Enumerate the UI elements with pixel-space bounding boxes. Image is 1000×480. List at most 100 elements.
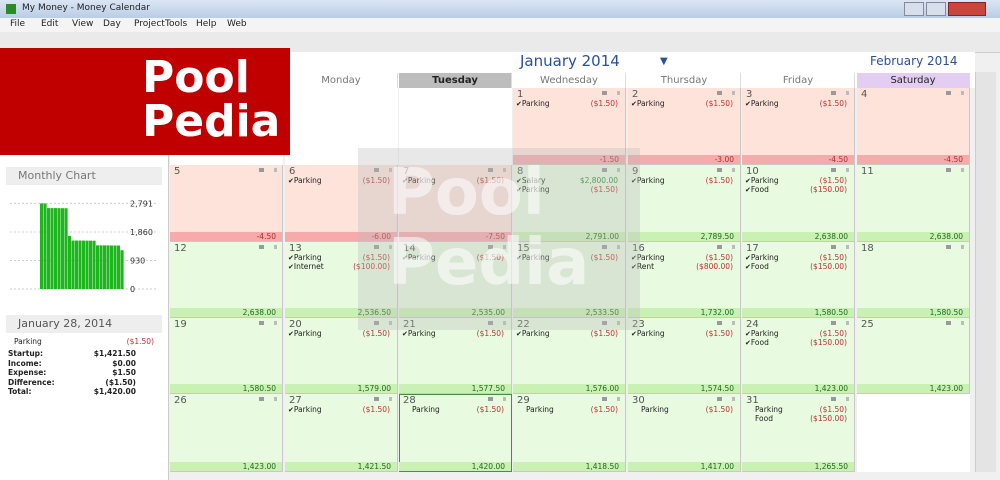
day-cell[interactable]: 4 -4.50 — [857, 88, 970, 165]
chart-bar — [78, 240, 82, 289]
entry-amount: ($1.50) — [705, 405, 733, 414]
day-number: 17 — [746, 243, 759, 254]
day-cell[interactable]: 10 ✔Parking ($1.50) ✔Food ($150.00) 2,638.00 — [742, 165, 855, 242]
day-cell[interactable]: 7 ✔Parking ($1.50) -7.50 — [399, 165, 512, 242]
weekday-header: Saturday — [857, 73, 970, 88]
entry: ✔Parking ($1.50) — [402, 176, 508, 186]
empty-cell — [399, 88, 512, 165]
selected-date: January 28, 2014 — [6, 315, 162, 333]
day-cell[interactable]: 23 ✔Parking ($1.50) 1,574.50 — [628, 318, 741, 394]
menu-item[interactable]: Project — [134, 19, 165, 29]
menu-item[interactable]: View — [72, 19, 94, 29]
day-cell[interactable]: 5 -4.50 — [170, 165, 283, 242]
day-number: 6 — [289, 166, 296, 177]
day-number: 20 — [289, 319, 302, 330]
day-cell[interactable]: 2 ✔Parking ($1.50) -3.00 — [628, 88, 741, 165]
chart-title: Monthly Chart — [6, 167, 162, 185]
day-cell[interactable]: 22 ✔Parking ($1.50) 1,576.00 — [513, 318, 626, 394]
next-month[interactable]: February 2014 — [870, 54, 958, 68]
minimize[interactable] — [904, 2, 924, 16]
chart-bar — [40, 203, 44, 289]
entry-name: Parking — [750, 99, 779, 108]
check-mark: ✔ — [745, 254, 751, 262]
entry-name: Parking — [521, 99, 550, 108]
day-cell[interactable]: 17 ✔Parking ($1.50) ✔Food ($150.00) 1,580.50 — [742, 242, 855, 318]
day-cell[interactable]: 28 Parking ($1.50) 1,420.00 — [399, 394, 512, 472]
logo-line: Pedia — [142, 96, 281, 147]
check-mark: ✔ — [516, 254, 522, 262]
day-cell[interactable]: 25 1,423.00 — [857, 318, 970, 394]
watermark-line: Pedia — [388, 226, 590, 300]
close[interactable] — [948, 2, 986, 16]
day-cell[interactable]: 30 Parking ($1.50) 1,417.00 — [628, 394, 741, 472]
balance: 2,789.50 — [628, 232, 740, 241]
day-number: 28 — [403, 395, 416, 406]
day-cell[interactable]: 20 ✔Parking ($1.50) 1,579.00 — [285, 318, 398, 394]
cell-icons — [831, 91, 849, 95]
menu-item[interactable]: Web — [227, 19, 247, 29]
maximize[interactable] — [926, 2, 946, 16]
day-number: 27 — [289, 395, 302, 406]
day-cell[interactable]: 6 ✔Parking ($1.50) -6.00 — [285, 165, 398, 242]
logo-line: Pool — [142, 52, 250, 103]
menu-item[interactable]: Help — [196, 19, 217, 29]
day-number: 10 — [746, 166, 759, 177]
day-cell[interactable]: 29 Parking ($1.50) 1,418.50 — [513, 394, 626, 472]
day-cell[interactable]: 15 ✔Parking ($1.50) 2,533.50 — [513, 242, 626, 318]
window-title: My Money - Money Calendar — [22, 3, 150, 13]
day-cell[interactable]: 1 ✔Parking ($1.50) -1.50 — [513, 88, 626, 165]
logo: Pool Pedia — [0, 48, 290, 155]
day-number: 26 — [174, 395, 187, 406]
cell-icons — [374, 245, 392, 249]
entry-amount: ($1.50) — [476, 329, 504, 338]
summary-label: Income: — [8, 358, 42, 368]
y-tick-label: 2,791 — [130, 199, 153, 208]
day-number: 24 — [746, 319, 759, 330]
day-cell[interactable]: 14 ✔Parking ($1.50) 2,535.00 — [399, 242, 512, 318]
day-number: 16 — [632, 243, 645, 254]
chart-bar — [54, 208, 58, 289]
check-mark: ✔ — [745, 330, 751, 338]
summary-value: $1,420.00 — [93, 387, 136, 396]
menu-item[interactable]: Edit — [41, 19, 59, 29]
balance: 2,638.00 — [170, 308, 282, 317]
day-cell[interactable]: 16 ✔Parking ($1.50) ✔Rent ($800.00) 1,732.00 — [628, 242, 741, 318]
entry-amount: ($1.50) — [476, 253, 504, 262]
day-cell[interactable]: 11 2,638.00 — [857, 165, 970, 242]
day-cell[interactable]: 3 ✔Parking ($1.50) -4.50 — [742, 88, 855, 165]
entry-amount: ($1.50) — [705, 329, 733, 338]
entry-name: Parking — [636, 99, 665, 108]
day-number: 2 — [632, 89, 639, 100]
day-cell[interactable]: 9 ✔Parking ($1.50) 2,789.50 — [628, 165, 741, 242]
entry: Parking ($1.50) — [402, 405, 508, 415]
day-cell[interactable]: 13 ✔Parking ($1.50) ✔Internet ($100.00) 2,536… — [285, 242, 398, 318]
day-cell[interactable]: 24 ✔Parking ($1.50) ✔Food ($150.00) 1,423.00 — [742, 318, 855, 394]
menu-item[interactable]: Day — [103, 19, 121, 29]
entry-amount: ($150.00) — [810, 414, 847, 423]
menu-item[interactable]: Tools — [165, 19, 188, 29]
day-number: 23 — [632, 319, 645, 330]
month-dropdown[interactable]: ▼ — [660, 56, 668, 67]
day-cell[interactable]: 12 2,638.00 — [170, 242, 283, 318]
day-number: 25 — [861, 319, 874, 330]
balance: 1,579.00 — [285, 384, 397, 393]
day-cell[interactable]: 31 Parking ($1.50) Food ($150.00) 1,265.50 — [742, 394, 855, 472]
entry-name: Parking — [750, 329, 779, 338]
day-cell[interactable]: 26 1,423.00 — [170, 394, 283, 472]
day-number: 7 — [403, 166, 410, 177]
scrollbar[interactable] — [975, 72, 996, 472]
cell-icons — [374, 168, 392, 172]
entry: ✔Parking ($1.50) — [745, 99, 851, 109]
day-cell[interactable]: 21 ✔Parking ($1.50) 1,577.50 — [399, 318, 512, 394]
day-cell[interactable]: 8 ✔Salary $2,800.00 ✔Parking ($1.50) 2,791.00 — [513, 165, 626, 242]
empty-cell — [285, 88, 398, 165]
day-cell[interactable]: 18 1,580.50 — [857, 242, 970, 318]
day-cell[interactable]: 27 ✔Parking ($1.50) 1,421.50 — [285, 394, 398, 472]
cell-icons — [717, 321, 735, 325]
day-cell[interactable]: 19 1,580.50 — [170, 318, 283, 394]
balance: 1,420.00 — [399, 462, 511, 471]
menu-item[interactable]: File — [10, 19, 26, 29]
chart-bar — [71, 240, 75, 289]
summary-label: Total: — [8, 387, 32, 396]
